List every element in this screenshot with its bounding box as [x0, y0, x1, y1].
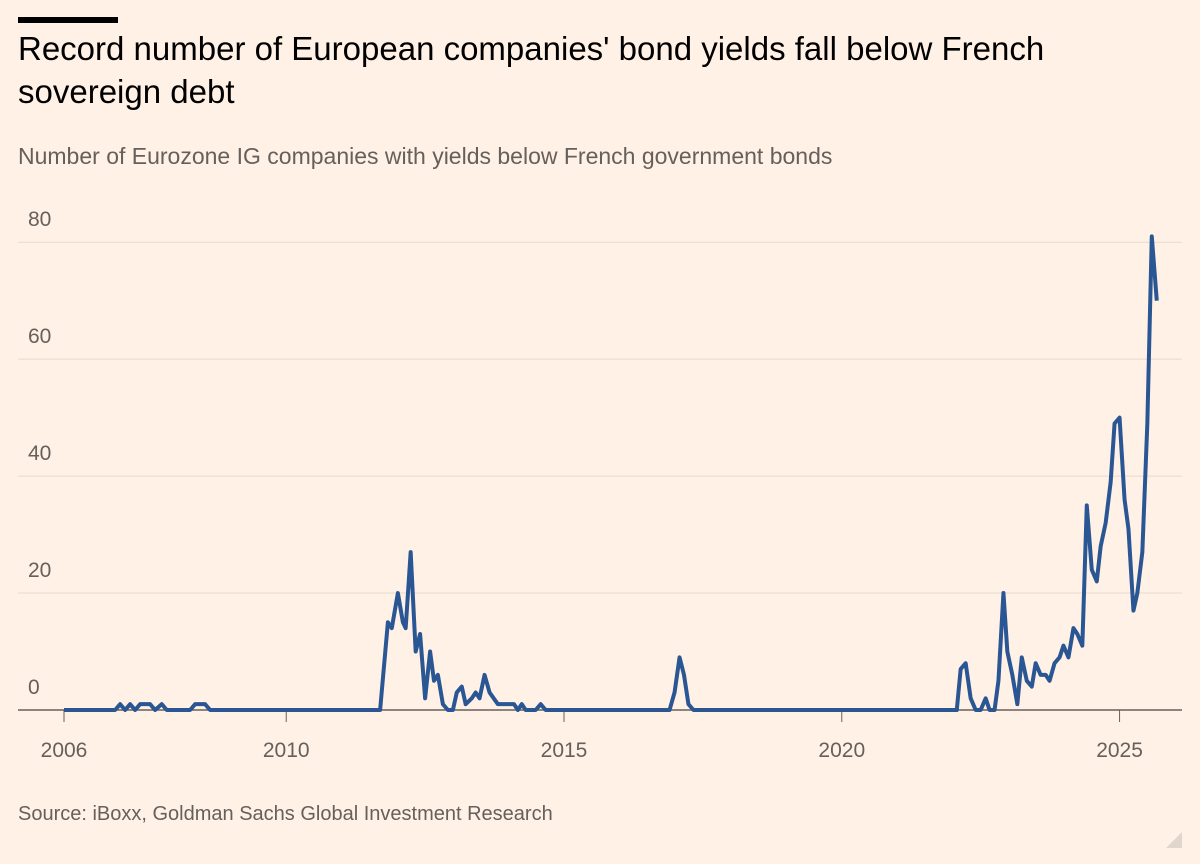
y-tick-label: 80 — [28, 208, 51, 231]
y-tick-label: 60 — [28, 325, 51, 348]
y-tick-label: 40 — [28, 442, 51, 465]
data-line — [64, 234, 1159, 712]
x-tick-label: 2015 — [541, 739, 588, 762]
chart-subtitle: Number of Eurozone IG companies with yie… — [18, 143, 832, 169]
y-tick-label: 0 — [28, 676, 40, 699]
x-tick-label: 2025 — [1096, 739, 1143, 762]
y-tick-label: 20 — [28, 559, 51, 582]
x-tick-label: 2010 — [263, 739, 310, 762]
resize-corner — [1166, 832, 1182, 848]
chart-title: sovereign debt — [18, 73, 234, 110]
brand-bar — [18, 17, 118, 23]
chart-title: Record number of European companies' bon… — [18, 30, 1044, 67]
x-tick-label: 2006 — [41, 739, 88, 762]
source: Source: iBoxx, Goldman Sachs Global Inve… — [18, 803, 553, 825]
x-tick-label: 2020 — [818, 739, 865, 762]
